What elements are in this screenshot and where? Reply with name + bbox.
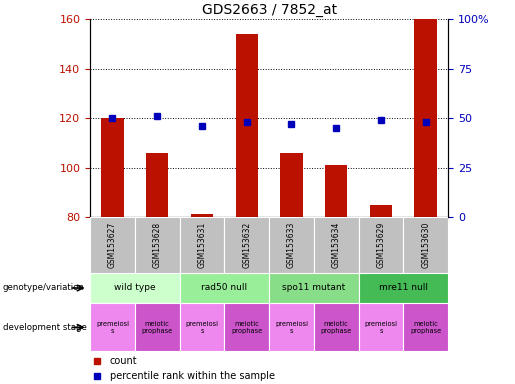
Bar	[314, 303, 358, 351]
Bar	[415, 19, 437, 384]
Text: percentile rank within the sample: percentile rank within the sample	[110, 371, 275, 381]
Text: wild type: wild type	[114, 283, 156, 293]
Bar	[235, 34, 258, 384]
Bar	[146, 153, 168, 384]
Text: meiotic
prophase: meiotic prophase	[320, 321, 352, 334]
Bar	[180, 273, 269, 303]
Bar	[191, 215, 213, 384]
Text: GSM153629: GSM153629	[376, 222, 385, 268]
Text: development stage: development stage	[3, 323, 87, 332]
Bar	[90, 303, 135, 351]
Bar	[269, 273, 358, 303]
Bar	[325, 165, 348, 384]
Text: mre11 null: mre11 null	[379, 283, 428, 293]
Text: meiotic
prophase: meiotic prophase	[142, 321, 173, 334]
Text: premeiosi
s: premeiosi s	[365, 321, 398, 334]
Text: premeiosi
s: premeiosi s	[275, 321, 308, 334]
Bar	[358, 273, 448, 303]
Text: premeiosi
s: premeiosi s	[185, 321, 218, 334]
Text: meiotic
prophase: meiotic prophase	[231, 321, 262, 334]
Text: GSM153631: GSM153631	[197, 222, 207, 268]
Text: premeiosi
s: premeiosi s	[96, 321, 129, 334]
Bar	[280, 153, 303, 384]
Bar	[370, 205, 392, 384]
Text: GSM153632: GSM153632	[242, 222, 251, 268]
Text: meiotic
prophase: meiotic prophase	[410, 321, 441, 334]
Text: rad50 null: rad50 null	[201, 283, 247, 293]
Bar	[269, 217, 314, 273]
Text: spo11 mutant: spo11 mutant	[282, 283, 346, 293]
Text: GSM153630: GSM153630	[421, 222, 430, 268]
Text: count: count	[110, 356, 138, 366]
Bar	[180, 217, 225, 273]
Bar	[135, 217, 180, 273]
Bar	[135, 303, 180, 351]
Text: GSM153628: GSM153628	[153, 222, 162, 268]
Text: GSM153633: GSM153633	[287, 222, 296, 268]
Bar	[358, 217, 403, 273]
Text: GSM153634: GSM153634	[332, 222, 341, 268]
Bar	[90, 217, 135, 273]
Bar	[269, 303, 314, 351]
Title: GDS2663 / 7852_at: GDS2663 / 7852_at	[201, 3, 337, 17]
Bar	[314, 217, 358, 273]
Bar	[358, 303, 403, 351]
Text: genotype/variation: genotype/variation	[3, 283, 84, 293]
Bar	[101, 118, 124, 384]
Text: GSM153627: GSM153627	[108, 222, 117, 268]
Bar	[403, 303, 448, 351]
Bar	[180, 303, 225, 351]
Bar	[225, 217, 269, 273]
Bar	[90, 273, 180, 303]
Bar	[225, 303, 269, 351]
Bar	[403, 217, 448, 273]
